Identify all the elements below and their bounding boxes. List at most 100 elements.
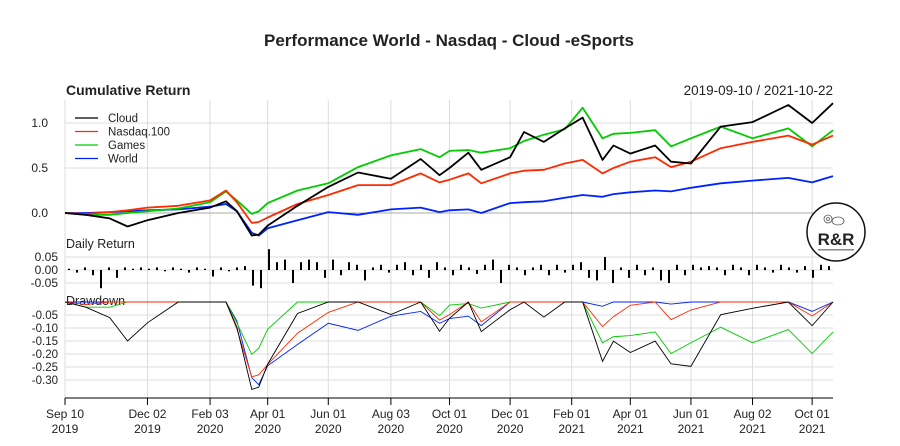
- daily-return-bar: [724, 270, 726, 276]
- x-tick-label: Oct 01: [432, 407, 468, 421]
- daily-return-bar: [484, 264, 486, 270]
- daily-return-bar: [804, 266, 806, 270]
- daily-return-bar: [828, 266, 830, 270]
- y-tick-label: 0.0: [31, 206, 48, 220]
- daily-return-bar: [796, 270, 798, 273]
- daily-return-bar: [596, 270, 598, 281]
- date-range: 2019-09-10 / 2021-10-22: [684, 83, 833, 98]
- daily-return-bar: [108, 267, 110, 270]
- daily-return-bar: [628, 270, 630, 278]
- x-tick-year: 2021: [799, 422, 826, 436]
- daily-return-bar: [700, 267, 702, 270]
- daily-return-bar: [140, 267, 142, 270]
- x-tick-label: Feb 03: [191, 407, 229, 421]
- daily-return-bar: [300, 262, 302, 270]
- y-tick-label: -0.30: [32, 375, 58, 387]
- daily-return-bar: [476, 270, 478, 274]
- daily-return-bar: [668, 270, 670, 283]
- daily-return-bar: [444, 267, 446, 270]
- daily-return-bar: [540, 264, 542, 270]
- daily-return-bar: [212, 270, 214, 277]
- drawdown-panel-title: Drawdown: [66, 294, 125, 308]
- daily-return-bar: [388, 270, 390, 273]
- daily-return-bar: [332, 259, 334, 270]
- y-tick-label: 0.05: [35, 250, 59, 264]
- daily-return-bar: [468, 267, 470, 270]
- daily-return-bar: [588, 270, 590, 278]
- x-tick-year: 2021: [739, 422, 766, 436]
- series-lines: [64, 102, 834, 237]
- x-tick-label: Aug 02: [734, 407, 772, 421]
- daily-return-bar: [644, 270, 646, 276]
- daily-return-bar: [268, 249, 270, 270]
- x-tick-year: 2021: [558, 422, 585, 436]
- daily-return-bar: [204, 268, 206, 270]
- gear-piggybank-icon: [823, 214, 845, 226]
- daily-return-bar: [620, 267, 622, 270]
- daily-return-bar: [308, 259, 310, 270]
- daily-return-bar: [196, 267, 198, 270]
- daily-return-bar: [348, 262, 350, 270]
- daily-return-bar: [732, 264, 734, 270]
- daily-return-bar: [340, 270, 342, 276]
- daily-return-bar: [276, 262, 278, 270]
- series-line-cloud: [64, 102, 834, 237]
- x-tick-label: Oct 01: [794, 407, 830, 421]
- daily-return-bar: [364, 270, 366, 281]
- grid: [64, 100, 833, 398]
- daily-return-bar: [508, 264, 510, 270]
- daily-return-bar: [404, 262, 406, 270]
- y-tick-label: -0.10: [32, 323, 58, 335]
- daily-return-bar: [236, 267, 238, 270]
- daily-return-bar: [372, 267, 374, 270]
- x-tick-year: 2019: [134, 422, 161, 436]
- daily-return-bar: [780, 264, 782, 270]
- daily-return-bar: [692, 264, 694, 270]
- daily-return-bar: [788, 267, 790, 270]
- daily-return-bar: [100, 270, 102, 289]
- daily-return-bar: [532, 267, 534, 270]
- daily-return-bar: [436, 262, 438, 270]
- daily-return-bar: [356, 264, 358, 270]
- x-tick-label: Dec 02: [128, 407, 166, 421]
- daily-return-bar: [460, 264, 462, 270]
- x-tick-label: Apr 01: [613, 407, 649, 421]
- daily-return-bar: [380, 264, 382, 270]
- daily-return-bar: [812, 270, 814, 278]
- legend-label: Games: [108, 140, 145, 152]
- drawdown-line-cloud: [64, 301, 834, 391]
- x-tick-label: Jun 01: [673, 407, 709, 421]
- daily-return-bar: [260, 270, 262, 289]
- daily-return-bar: [84, 267, 86, 270]
- daily-return-bar: [676, 264, 678, 270]
- y-tick-label: -0.15: [32, 336, 58, 348]
- x-tick-label: Aug 03: [372, 407, 410, 421]
- daily-return-bar: [572, 264, 574, 270]
- daily-return-bar: [284, 259, 286, 270]
- daily-return-bar: [604, 257, 606, 270]
- daily-return-bar: [684, 270, 686, 276]
- daily-return-bar: [636, 264, 638, 270]
- daily-return-bar: [188, 270, 190, 273]
- y-tick-label: 0.00: [35, 263, 59, 277]
- daily-return-bar: [220, 267, 222, 270]
- legend-label: Cloud: [108, 113, 138, 125]
- y-tick-label: 1.0: [31, 116, 48, 130]
- daily-return-bar: [492, 259, 494, 270]
- daily-return-bar: [228, 270, 230, 272]
- daily-return-bar: [756, 264, 758, 270]
- daily-return-bar: [412, 270, 414, 276]
- daily-return-bar: [156, 267, 158, 270]
- x-tick-year: 2019: [52, 422, 79, 436]
- x-tick-year: 2020: [315, 422, 342, 436]
- y-tick-label: -0.25: [32, 362, 58, 374]
- daily-return-bar: [708, 266, 710, 270]
- daily-return-bar: [716, 267, 718, 270]
- daily-return-bar: [500, 270, 502, 283]
- y-tick-label: -0.20: [32, 349, 58, 361]
- daily-return-bar: [180, 268, 182, 270]
- x-tick-year: 2020: [497, 422, 524, 436]
- legend-label: Nasdaq.100: [108, 127, 170, 139]
